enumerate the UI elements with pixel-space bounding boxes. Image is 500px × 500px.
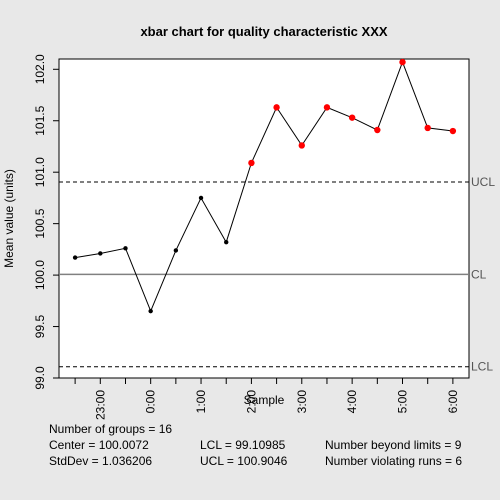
y-axis-label: Mean value (units) (2, 169, 16, 268)
y-tick-label-4: 101.0 (33, 157, 47, 187)
data-point-12 (348, 114, 356, 121)
lcl-label: LCL (471, 360, 493, 374)
data-point-5 (173, 248, 179, 253)
data-point-10 (298, 142, 305, 149)
y-tick-label-1: 99.5 (33, 315, 47, 339)
x-tick-label-2: 1:00 (194, 390, 208, 414)
y-tick-label-3: 100.5 (33, 208, 47, 238)
y-tick-label-0: 99.0 (33, 366, 47, 390)
data-point-11 (323, 104, 331, 111)
x-tick-label-3: 2:00 (244, 390, 258, 414)
data-point-1 (72, 255, 78, 260)
plot-area (58, 58, 470, 379)
data-point-2 (98, 251, 103, 256)
x-tick-label-0: 23:00 (93, 390, 107, 420)
x-axis-label: Sample (244, 393, 285, 407)
ucl-label: UCL (471, 175, 495, 189)
data-point-8 (248, 159, 255, 167)
y-tick-label-6: 102.0 (33, 54, 47, 84)
data-point-3 (123, 246, 128, 251)
data-point-9 (273, 104, 280, 111)
cl-label: CL (471, 267, 487, 281)
x-tick-label-1: 0:00 (144, 390, 158, 414)
y-tick-label-5: 101.5 (33, 105, 47, 135)
x-tick-label-6: 5:00 (396, 390, 410, 414)
data-point-7 (224, 239, 229, 245)
chart-title: xbar chart for quality characteristic XX… (140, 24, 387, 39)
data-point-15 (424, 124, 431, 132)
y-tick-label-2: 100.0 (33, 260, 47, 290)
data-point-14 (399, 58, 406, 66)
x-tick-label-4: 3:00 (295, 390, 309, 414)
data-point-4 (148, 308, 153, 314)
data-point-13 (374, 126, 381, 134)
x-tick-label-5: 4:00 (345, 390, 359, 414)
series-line (75, 60, 453, 313)
x-tick-label-7: 6:00 (446, 390, 460, 414)
data-point-6 (198, 195, 204, 201)
data-point-16 (449, 127, 457, 135)
